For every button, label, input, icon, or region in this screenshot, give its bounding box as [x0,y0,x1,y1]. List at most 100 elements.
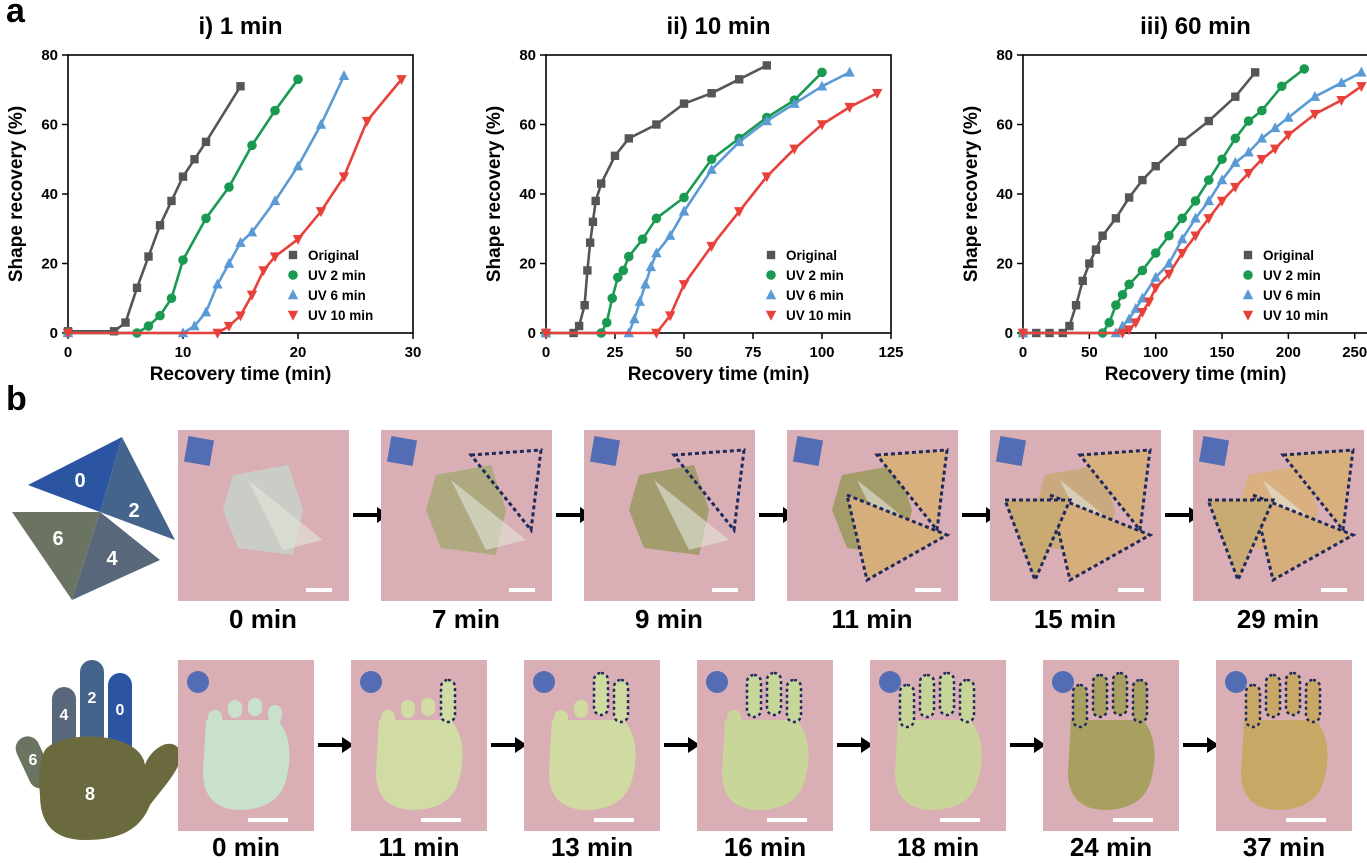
hand-label-4: 4 [60,707,69,724]
data-point [816,80,828,91]
y-axis-label: Shape recovery (%) [6,106,27,282]
data-point [1269,122,1281,133]
time-label: 0 min [229,604,297,634]
data-point [315,118,327,129]
data-point [1299,64,1310,74]
time-label: 16 min [723,832,807,862]
pinwheel-thumbnail-icon [792,435,824,467]
y-tick-label: 20 [996,256,1013,273]
data-point [269,252,281,263]
data-point [1098,231,1107,240]
data-point [270,105,280,116]
legend-label: UV 2 min [308,268,366,283]
hand-thumbnail-icon [879,671,901,693]
series-original [63,82,245,336]
legend-label: UV 2 min [786,268,844,283]
x-tick-label: 0 [542,344,550,361]
hand-photo [524,660,660,831]
data-point [735,75,744,84]
data-point [293,74,303,85]
data-point [844,102,855,113]
data-point [1230,182,1241,193]
data-point [665,311,676,322]
x-axis-label: Recovery time (min) [628,364,810,385]
data-point [247,140,257,151]
x-tick-label: 150 [1210,344,1235,361]
hand-palm-8 [39,736,181,840]
pinwheel-photo [381,430,552,601]
scale-bar [421,818,461,822]
chart-10min: ii) 10 min 0 25 50 75 100 125 0 20 40 60 80 Recovery… [484,13,904,385]
data-point [1137,265,1148,276]
data-point [246,290,258,301]
time-label: 18 min [896,832,980,862]
data-point [817,67,827,78]
data-point [652,120,661,129]
data-point [1216,174,1228,185]
pinwheel-label-0: 0 [74,470,85,492]
arrow-icon [491,737,527,753]
pinwheel-label-6: 6 [52,528,63,550]
data-point [223,257,235,268]
y-axis-label: Shape recovery (%) [961,106,982,282]
data-point [618,265,629,276]
pinwheel-diagram: 0 2 6 4 [12,437,175,600]
data-point [1117,320,1128,331]
data-point [109,327,119,336]
data-point [1104,317,1115,328]
hand-photo [1043,660,1179,831]
data-point [597,179,606,188]
series-line [68,75,346,335]
data-point [1124,279,1134,290]
hand-label-2: 2 [88,690,97,707]
y-tick-label: 80 [519,47,536,64]
hand-thumbnail-icon [1052,671,1074,693]
x-tick-label: 0 [64,344,72,361]
data-point [1243,116,1254,126]
data-point [706,154,717,165]
arrow-icon [837,737,873,753]
legend-label: UV 10 min [308,308,373,323]
data-point [1256,155,1268,165]
pinwheel-photo [178,430,349,601]
y-tick-label: 0 [50,325,58,342]
time-label: 11 min [831,604,913,634]
data-point [201,213,211,224]
x-tick-label: 0 [1019,344,1027,361]
data-point [361,116,373,127]
x-tick-label: 20 [290,344,307,361]
legend-marker [766,270,776,280]
data-point [734,207,745,218]
data-point [292,160,304,171]
series-original [541,61,771,338]
hand-thumbnail-icon [360,671,382,693]
data-point [706,241,717,252]
time-label: 11 min [378,832,460,862]
hand-photo [697,660,833,831]
series-uv-10-min [1017,82,1367,339]
data-point [1257,105,1267,116]
scale-bar [940,818,980,822]
pinwheel-segment-2 [100,437,175,540]
data-point [178,255,188,265]
data-point [144,252,153,261]
hand-photo [178,660,314,831]
data-point [761,172,772,183]
legend-label: UV 6 min [308,288,366,303]
data-point [610,151,620,160]
data-point [651,213,662,224]
legend-marker [1242,289,1254,300]
data-point [167,196,176,206]
data-point [1164,230,1174,241]
legend-marker [287,310,299,321]
series-line [68,78,300,335]
y-tick-label: 20 [41,256,58,273]
data-point [189,320,200,331]
pinwheel-photo [584,430,755,601]
x-tick-label: 200 [1276,344,1301,361]
scale-bar [594,818,634,822]
data-point [1065,321,1074,331]
data-point [1283,130,1294,141]
y-axis-label: Shape recovery (%) [484,106,505,282]
data-point [212,278,223,289]
